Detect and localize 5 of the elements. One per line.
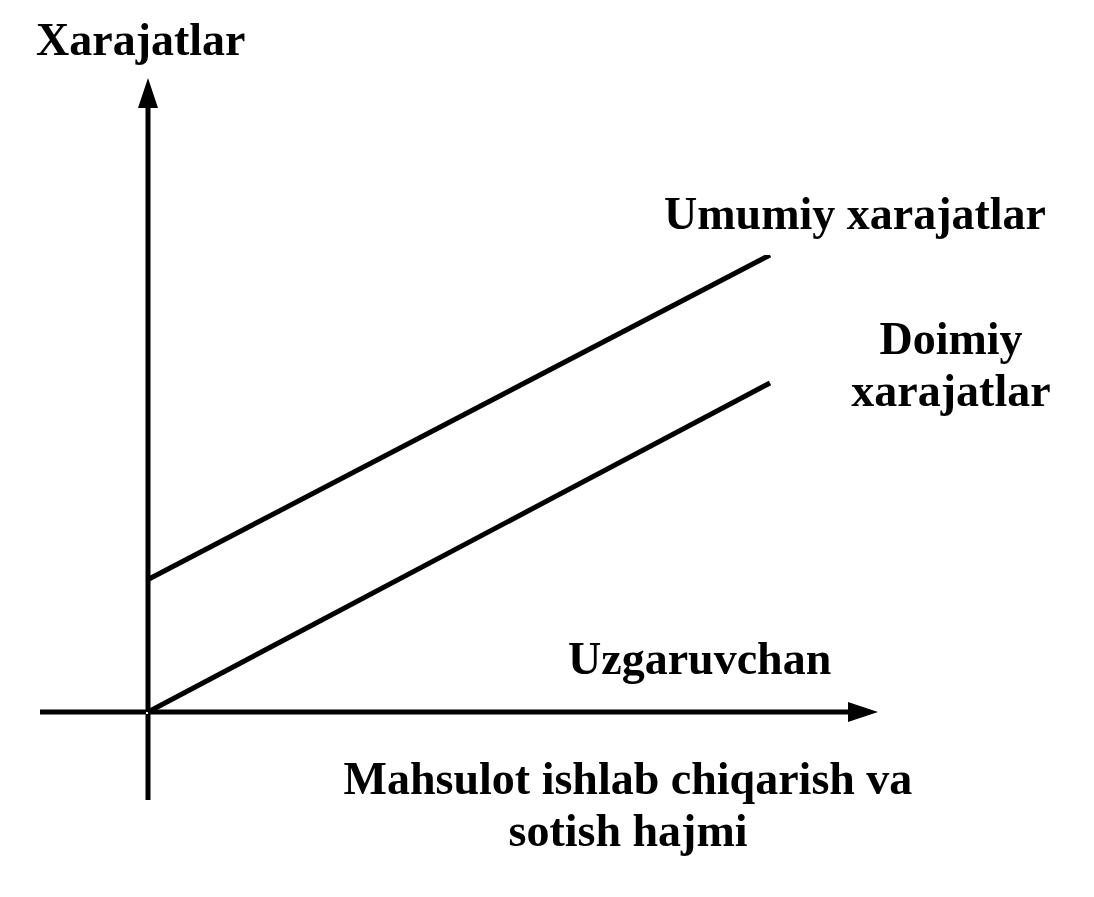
series-label: Doimiy xarajatlar (850, 313, 1052, 417)
y-axis-title: Xarajatlar (36, 14, 246, 66)
x-axis-title: Mahsulot ishlab chiqarish va sotish hajmi (342, 753, 914, 857)
annotation: Uzgaruvchan (568, 633, 832, 685)
series-label: Umumiy xarajatlar (664, 188, 1046, 240)
